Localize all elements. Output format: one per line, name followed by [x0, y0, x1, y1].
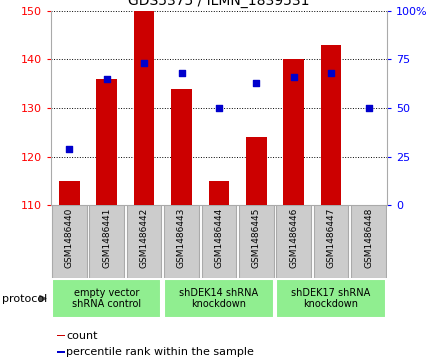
- Bar: [276, 280, 386, 318]
- Point: [327, 70, 335, 76]
- Point: [178, 70, 185, 76]
- Point: [103, 76, 110, 82]
- Bar: [239, 205, 274, 278]
- Text: GSM1486448: GSM1486448: [364, 208, 373, 268]
- Bar: [57, 351, 65, 353]
- Bar: [89, 205, 124, 278]
- Text: GSM1486445: GSM1486445: [252, 208, 261, 268]
- Bar: [171, 89, 192, 205]
- Text: GSM1486442: GSM1486442: [139, 208, 149, 268]
- Bar: [134, 11, 154, 205]
- Text: protocol: protocol: [2, 294, 48, 303]
- Text: GSM1486444: GSM1486444: [214, 208, 224, 268]
- Point: [365, 105, 372, 111]
- Bar: [52, 280, 161, 318]
- Text: GSM1486441: GSM1486441: [102, 208, 111, 268]
- Text: GSM1486440: GSM1486440: [65, 208, 74, 268]
- Text: shDEK14 shRNA
knockdown: shDEK14 shRNA knockdown: [180, 288, 258, 309]
- Bar: [96, 79, 117, 205]
- Point: [141, 60, 148, 66]
- Bar: [202, 205, 236, 278]
- Bar: [246, 137, 267, 205]
- Bar: [127, 205, 161, 278]
- Title: GDS5375 / ILMN_1839531: GDS5375 / ILMN_1839531: [128, 0, 310, 8]
- Text: count: count: [66, 331, 98, 341]
- Point: [290, 74, 297, 80]
- Bar: [164, 280, 274, 318]
- Point: [216, 105, 222, 111]
- Point: [253, 80, 260, 86]
- Bar: [351, 205, 386, 278]
- Text: GSM1486447: GSM1486447: [326, 208, 336, 268]
- Bar: [59, 181, 80, 205]
- Text: percentile rank within the sample: percentile rank within the sample: [66, 347, 254, 357]
- Point: [66, 146, 73, 152]
- Bar: [321, 45, 341, 205]
- Bar: [276, 205, 311, 278]
- Bar: [164, 205, 199, 278]
- Bar: [209, 181, 229, 205]
- Text: empty vector
shRNA control: empty vector shRNA control: [72, 288, 141, 309]
- Text: GSM1486443: GSM1486443: [177, 208, 186, 268]
- Bar: [314, 205, 348, 278]
- Text: GSM1486446: GSM1486446: [289, 208, 298, 268]
- Bar: [57, 335, 65, 337]
- Bar: [52, 205, 87, 278]
- Text: shDEK17 shRNA
knockdown: shDEK17 shRNA knockdown: [291, 288, 371, 309]
- Bar: [283, 60, 304, 205]
